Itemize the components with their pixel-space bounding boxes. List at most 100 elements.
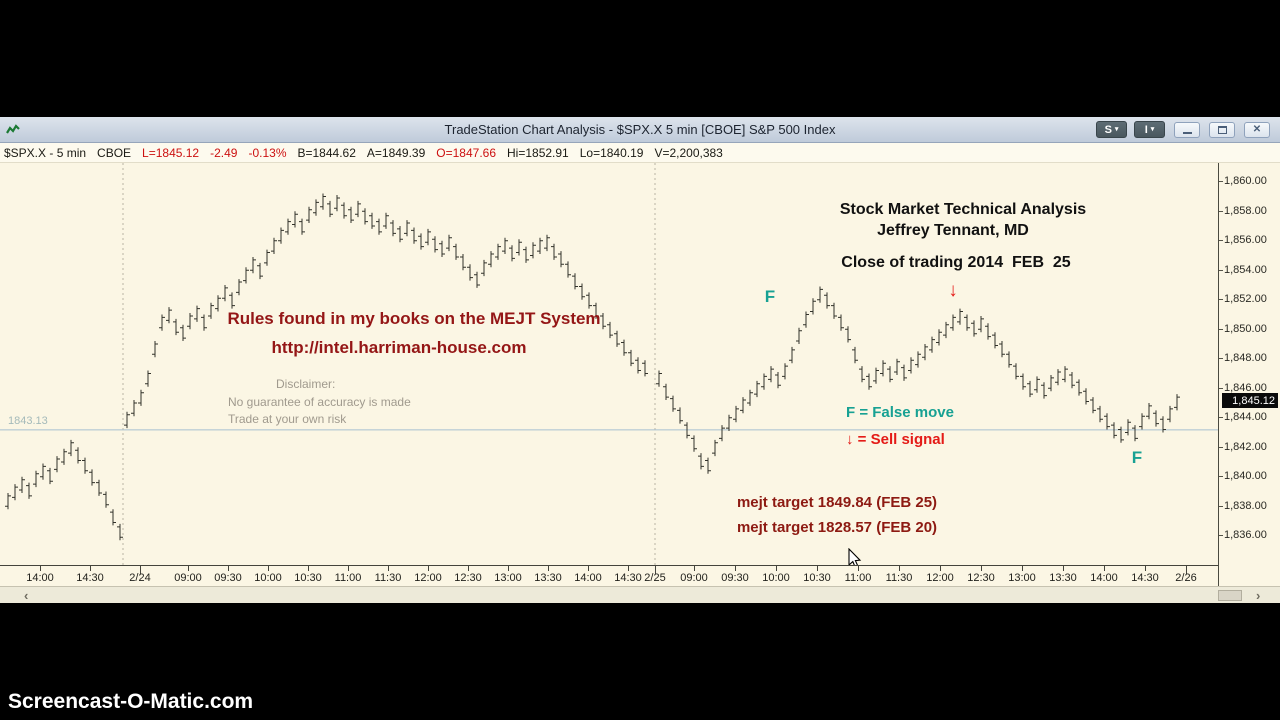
time-axis-tick	[858, 566, 859, 571]
scroll-right-icon[interactable]: ›	[1256, 588, 1261, 603]
time-axis-label: 14:00	[574, 572, 602, 584]
tradestation-window: TradeStation Chart Analysis - $SPX.X 5 m…	[0, 117, 1280, 603]
time-axis-label: 14:30	[1131, 572, 1159, 584]
time-axis-tick	[817, 566, 818, 571]
quote-bar: $SPX.X - 5 min CBOE L=1845.12 -2.49 -0.13% B=…	[0, 143, 1280, 163]
price-axis-label: 1,850.00	[1224, 323, 1267, 335]
time-axis-label: 12:30	[967, 572, 995, 584]
quote-segment: O=1847.66	[436, 145, 496, 160]
quote-segment: Hi=1852.91	[507, 145, 569, 160]
time-axis-tick	[508, 566, 509, 571]
time-axis-label: 13:00	[1008, 572, 1036, 584]
price-axis-label: 1,838.00	[1224, 500, 1267, 512]
annotation-disclaimer-line3: Trade at your own risk	[228, 412, 347, 426]
annotation-false-move-marker-1: F	[764, 287, 776, 306]
tradestation-app-icon	[6, 124, 20, 134]
titlebar-buttons: S ▾ I ▾ ✕	[1096, 121, 1270, 138]
annotation-legend-false-move: F = False move	[846, 404, 954, 421]
time-axis-tick	[1186, 566, 1187, 574]
time-axis-label: 11:30	[885, 572, 913, 584]
quote-segment: Lo=1840.19	[579, 145, 644, 160]
style-button-label: S	[1104, 123, 1112, 136]
time-axis-tick	[40, 566, 41, 571]
annotation-disclaimer-title: Disclaimer:	[276, 377, 336, 391]
time-axis-tick	[940, 566, 941, 571]
annotation-sell-arrow-marker: ↓	[948, 280, 958, 301]
quote-segment: -2.49	[210, 145, 238, 160]
close-icon: ✕	[1252, 123, 1262, 135]
annotation-mejt-target-feb20: mejt target 1828.57 (FEB 20)	[736, 519, 938, 536]
time-axis-label: 13:30	[534, 572, 562, 584]
annotation-disclaimer-line2: No guarantee of accuracy is made	[228, 395, 411, 409]
price-axis-tick	[1219, 299, 1223, 300]
time-axis-label: 09:00	[680, 572, 708, 584]
watermark: Screencast-O-Matic.com	[8, 690, 254, 713]
time-axis-label: 10:00	[762, 572, 790, 584]
time-axis-tick	[228, 566, 229, 571]
time-axis-label: 2/26	[1175, 572, 1197, 584]
time-axis-label: 11:30	[374, 572, 402, 584]
annotation-heading-line2: Jeffrey Tennant, MD	[877, 222, 1029, 239]
time-axis-tick	[981, 566, 982, 571]
time-axis-tick	[188, 566, 189, 571]
chart-area: Stock Market Technical Analysis Jeffrey T…	[0, 163, 1218, 565]
annotation-heading-line1: Stock Market Technical Analysis	[839, 201, 1087, 218]
time-axis-label: 2/24	[129, 572, 151, 584]
style-dropdown-button[interactable]: S ▾	[1096, 121, 1127, 138]
price-axis-tick	[1219, 506, 1223, 507]
time-axis-tick	[348, 566, 349, 571]
time-axis-tick	[694, 566, 695, 571]
time-axis-tick	[735, 566, 736, 571]
quote-segment: -0.13%	[248, 145, 287, 160]
time-axis-label: 14:00	[26, 572, 54, 584]
time-axis-label: 13:30	[1049, 572, 1077, 584]
price-axis-tick	[1219, 535, 1223, 536]
price-axis-label: 1,852.00	[1224, 293, 1267, 305]
maximize-button[interactable]	[1209, 121, 1235, 138]
time-axis-tick	[776, 566, 777, 571]
price-axis-tick	[1219, 240, 1223, 241]
annotation-false-move-marker-2: F	[1131, 448, 1143, 467]
scrollbar-thumb[interactable]	[1218, 590, 1242, 601]
chevron-down-icon: ▾	[1150, 126, 1155, 133]
price-axis-tick	[1219, 181, 1223, 182]
time-axis-tick	[308, 566, 309, 571]
minimize-icon	[1182, 132, 1192, 134]
annotation-mejt-target-feb25: mejt target 1849.84 (FEB 25)	[736, 494, 938, 511]
price-axis-label: 1,840.00	[1224, 470, 1267, 482]
annotation-url: http://intel.harriman-house.com	[271, 338, 527, 357]
price-axis-label: 1,846.00	[1224, 382, 1267, 394]
quote-segment: $SPX.X - 5 min	[4, 145, 87, 160]
time-axis-label: 09:00	[174, 572, 202, 584]
close-button[interactable]: ✕	[1244, 121, 1270, 138]
minimize-button[interactable]	[1174, 121, 1200, 138]
time-axis-tick	[588, 566, 589, 571]
price-axis-tick	[1219, 447, 1223, 448]
indicator-dropdown-button[interactable]: I ▾	[1134, 121, 1165, 138]
price-axis-label: 1,854.00	[1224, 264, 1267, 276]
time-axis-tick	[899, 566, 900, 571]
quote-segment: L=1845.12	[142, 145, 200, 160]
time-axis-label: 14:30	[76, 572, 104, 584]
time-axis-label: 11:00	[334, 572, 362, 584]
time-axis-label: 14:00	[1090, 572, 1118, 584]
price-axis-label: 1,844.00	[1224, 411, 1267, 423]
time-axis-tick	[655, 566, 656, 574]
letterbox-bottom: Screencast-O-Matic.com	[0, 603, 1280, 720]
annotation-rules: Rules found in my books on the MEJT Syst…	[227, 309, 601, 328]
time-axis-tick	[1145, 566, 1146, 571]
scroll-left-icon[interactable]: ‹	[24, 588, 29, 603]
time-axis-tick	[1063, 566, 1064, 571]
price-axis-tick	[1219, 388, 1223, 389]
time-axis-tick	[268, 566, 269, 571]
price-axis-label: 1,836.00	[1224, 529, 1267, 541]
time-axis-label: 2/25	[644, 572, 666, 584]
title-bar: TradeStation Chart Analysis - $SPX.X 5 m…	[0, 117, 1280, 143]
time-axis-tick	[468, 566, 469, 571]
quote-segment: B=1844.62	[297, 145, 356, 160]
time-axis-tick	[628, 566, 629, 571]
time-axis-label: 10:00	[254, 572, 282, 584]
time-axis-label: 10:30	[294, 572, 322, 584]
quote-segment: A=1849.39	[366, 145, 426, 160]
time-axis-label: 14:30	[614, 572, 642, 584]
